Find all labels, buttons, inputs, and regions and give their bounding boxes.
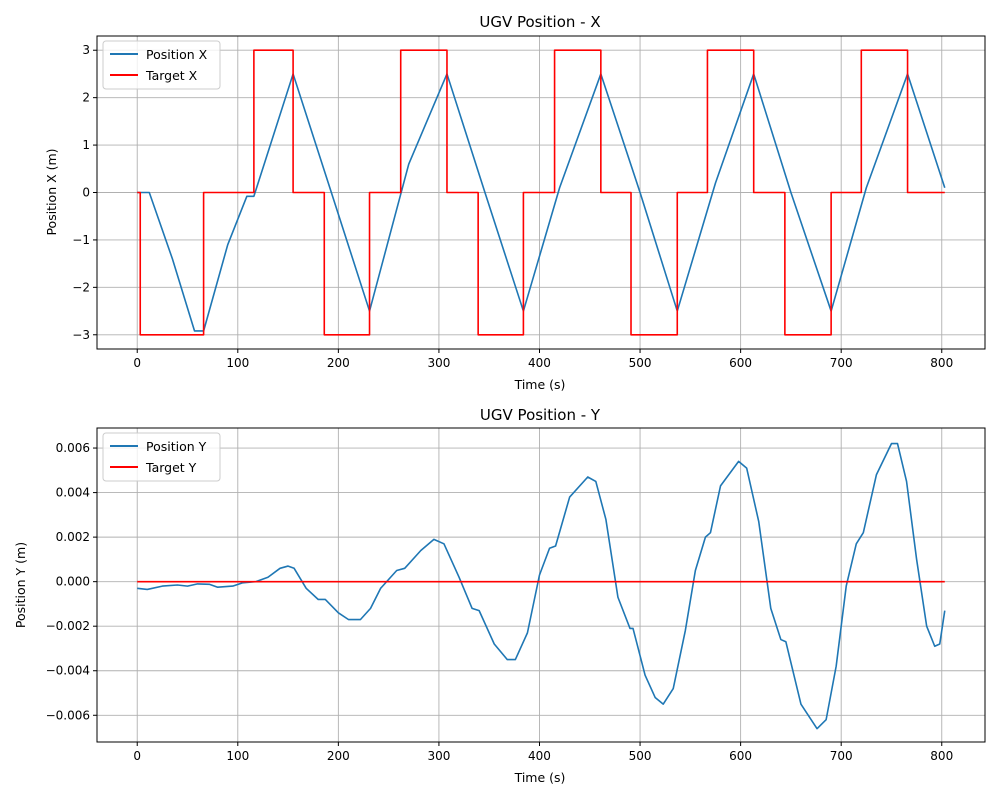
y-tick-label: −0.004: [46, 664, 90, 678]
x-tick-label: 200: [327, 356, 350, 370]
x-tick-label: 100: [226, 356, 249, 370]
ticks: 0 100 200 300 400 500 600 700 800 −0.006 −0.004 −0.…: [46, 441, 954, 763]
x-tick-label: 700: [830, 356, 853, 370]
x-tick-label: 800: [930, 356, 953, 370]
chart-title: UGV Position - X: [479, 13, 600, 31]
y-tick-label: −0.002: [46, 619, 90, 633]
y-tick-label: 2: [82, 91, 90, 105]
x-tick-label: 300: [427, 356, 450, 370]
y-tick-label: 1: [82, 138, 90, 152]
x-tick-label: 600: [729, 749, 752, 763]
x-tick-label: 700: [830, 749, 853, 763]
x-axis-label: Time (s): [514, 770, 566, 785]
legend-label-target-y: Target Y: [145, 460, 197, 475]
y-tick-label: 0.004: [56, 486, 90, 500]
series-layer: [137, 442, 946, 730]
y-tick-label: −0.006: [46, 708, 90, 722]
series-line-target-x: [137, 49, 945, 336]
series-line-position-x: [137, 73, 946, 332]
x-tick-label: 300: [427, 749, 450, 763]
y-tick-label: 0.000: [56, 575, 90, 589]
y-tick-label: 0.006: [56, 441, 90, 455]
x-tick-label: 0: [133, 356, 141, 370]
plot-frame: [96, 427, 986, 743]
series-line-position-y: [137, 442, 946, 730]
legend: Position Y Target Y: [102, 432, 221, 482]
y-tick-label: −2: [72, 280, 90, 294]
chart-position-y: UGV Position - Y 0 100 200 300 400 500 600 700 8…: [13, 406, 986, 785]
x-tick-label: 0: [133, 749, 141, 763]
ticks: 0 100 200 300 400 500 600 700 800 −3 −2 −1 0 1 2 3: [72, 43, 953, 370]
x-tick-label: 800: [930, 749, 953, 763]
legend-label-position-x: Position X: [146, 47, 208, 62]
x-tick-label: 200: [327, 749, 350, 763]
chart-position-x: UGV Position - X 0 100 200 300 400 500 600 700 8…: [44, 13, 986, 392]
x-tick-label: 500: [629, 356, 652, 370]
x-axis-label: Time (s): [514, 377, 566, 392]
chart-title: UGV Position - Y: [480, 406, 601, 424]
x-tick-label: 500: [629, 749, 652, 763]
y-tick-label: −3: [72, 328, 90, 342]
legend: Position X Target X: [102, 40, 221, 90]
x-tick-label: 100: [226, 749, 249, 763]
y-tick-label: 3: [82, 43, 90, 57]
legend-label-position-y: Position Y: [146, 439, 207, 454]
y-tick-label: 0: [82, 186, 90, 200]
y-tick-label: −1: [72, 233, 90, 247]
legend-label-target-x: Target X: [145, 68, 198, 83]
y-tick-label: 0.002: [56, 530, 90, 544]
x-tick-label: 400: [528, 749, 551, 763]
x-tick-label: 600: [729, 356, 752, 370]
x-tick-label: 400: [528, 356, 551, 370]
y-axis-label: Position X (m): [44, 148, 59, 235]
y-axis-label: Position Y (m): [13, 542, 28, 628]
series-layer: [137, 49, 946, 336]
